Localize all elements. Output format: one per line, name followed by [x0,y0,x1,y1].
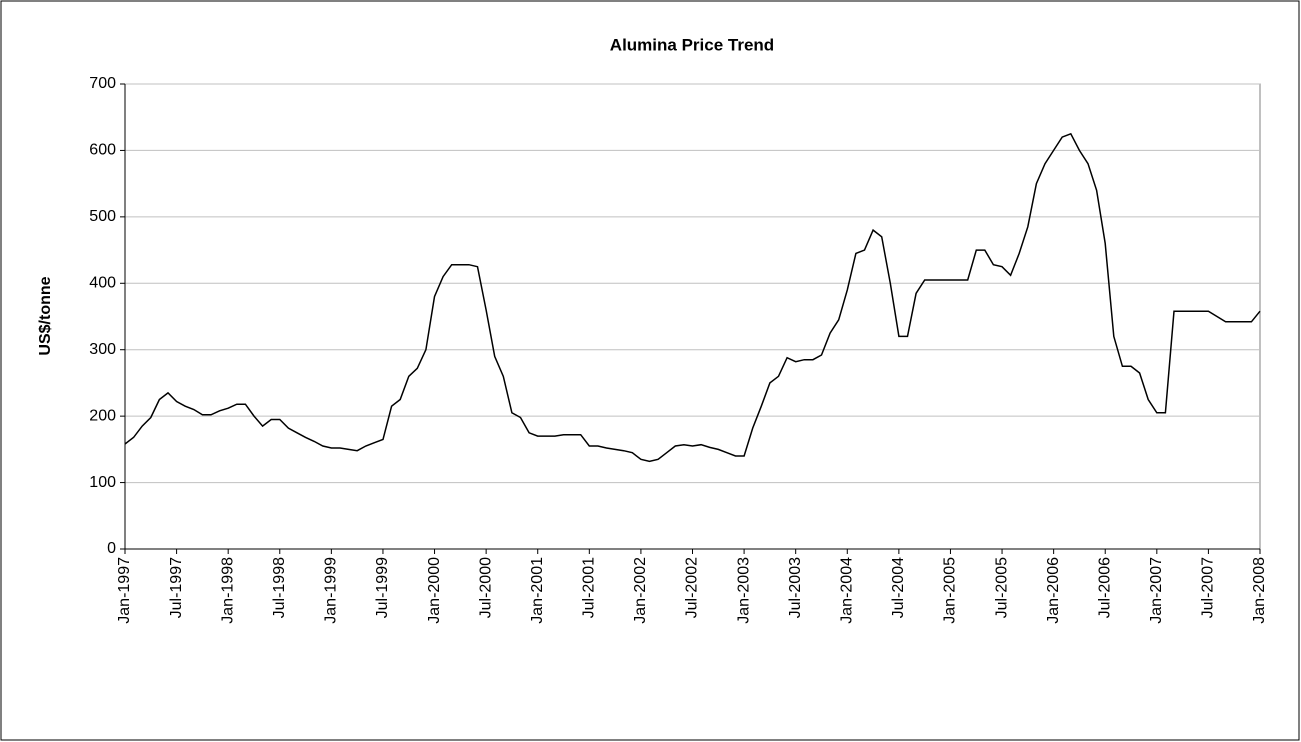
x-tick-label: Jan-2005 [942,557,959,624]
x-tick-label: Jan-2002 [632,557,649,624]
x-tick-label: Jan-2004 [838,557,855,624]
x-tick-label: Jul-2006 [1096,557,1113,618]
price-line [124,132,1261,463]
x-tick-label: Jan-2001 [529,557,546,624]
x-tick-label: Jul-2004 [890,557,907,618]
x-tick-label: Jul-2001 [581,557,598,618]
y-tick-label: 200 [89,407,116,424]
x-tick-label: Jan-2003 [735,557,752,624]
y-tick-label: 100 [89,474,116,491]
y-tick-label: 600 [89,142,116,159]
x-tick-label: Jan-2000 [426,557,443,624]
x-tick-label: Jan-2007 [1148,557,1165,624]
chart-title: Alumina Price Trend [610,35,774,54]
x-tick-label: Jul-2005 [993,557,1010,618]
x-tick-label: Jan-1999 [323,557,340,624]
x-tick-label: Jul-2000 [477,557,494,618]
x-tick-label: Jul-2007 [1200,557,1217,618]
x-tick-label: Jan-1997 [116,557,133,624]
x-tick-label: Jul-2002 [684,557,701,618]
y-tick-label: 300 [89,341,116,358]
y-tick-label: 700 [89,75,116,92]
y-tick-label: 400 [89,275,116,292]
y-tick-label: 500 [89,208,116,225]
x-tick-label: Jul-1999 [374,557,391,618]
y-tick-label: 0 [107,540,116,557]
x-tick-label: Jul-1998 [271,557,288,618]
x-tick-label: Jul-1997 [168,557,185,618]
x-tick-label: Jan-2006 [1045,557,1062,624]
y-axis-label: US$/tonne [37,276,54,355]
x-tick-label: Jan-2008 [1251,557,1268,624]
plot-area [124,83,1261,550]
x-tick-label: Jul-2003 [787,557,804,618]
x-tick-label: Jan-1998 [219,557,236,624]
